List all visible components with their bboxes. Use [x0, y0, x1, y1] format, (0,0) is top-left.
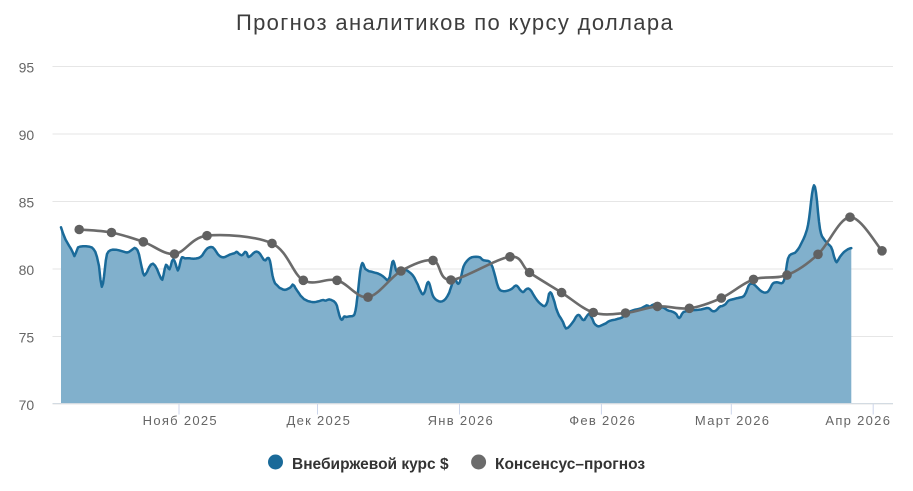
- svg-text:95: 95: [19, 59, 35, 75]
- svg-text:70: 70: [19, 397, 35, 413]
- svg-text:Прогноз аналитиков по курсу до: Прогноз аналитиков по курсу доллара: [236, 10, 674, 35]
- svg-text:Нояб 2025: Нояб 2025: [143, 413, 218, 428]
- svg-text:Апр 2026: Апр 2026: [825, 413, 891, 428]
- svg-text:Консенсус–прогноз: Консенсус–прогноз: [495, 456, 645, 473]
- svg-text:75: 75: [19, 329, 35, 345]
- svg-text:80: 80: [19, 262, 35, 278]
- svg-text:Янв 2026: Янв 2026: [428, 413, 494, 428]
- svg-text:Дек 2025: Дек 2025: [286, 413, 351, 428]
- svg-text:Внебиржевой курс $: Внебиржевой курс $: [292, 456, 449, 473]
- svg-text:90: 90: [19, 127, 35, 143]
- svg-text:85: 85: [19, 194, 35, 210]
- svg-text:Фев 2026: Фев 2026: [569, 413, 636, 428]
- svg-text:Март 2026: Март 2026: [695, 413, 770, 428]
